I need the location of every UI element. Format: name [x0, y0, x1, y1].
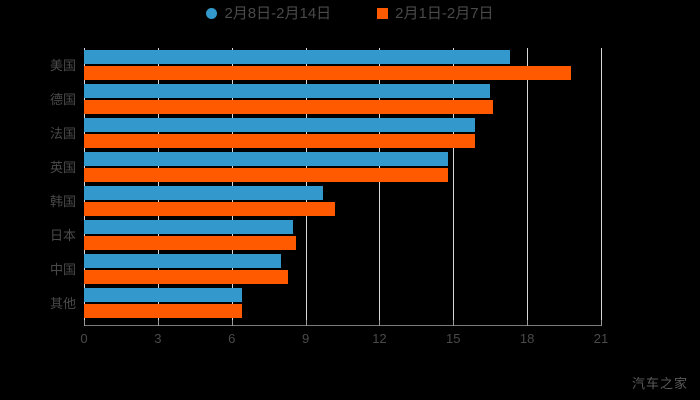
bar-series-2[interactable] [84, 100, 493, 114]
x-axis-tick [157, 320, 159, 326]
bar-group [84, 50, 601, 84]
x-axis-tick-label: 12 [372, 331, 387, 346]
x-axis-tick-label: 9 [301, 331, 310, 346]
category-label: 德国 [49, 92, 76, 107]
y-axis-line [84, 48, 85, 320]
bar-series-1[interactable] [84, 118, 476, 132]
gridline [231, 48, 233, 320]
bar-series-2[interactable] [84, 134, 476, 148]
gridline [527, 48, 529, 320]
x-axis-tick-label: 0 [80, 331, 88, 346]
legend-swatch-square-icon [377, 8, 389, 19]
bar-series-2[interactable] [84, 304, 242, 318]
x-axis-line [84, 325, 602, 326]
legend-label-series-1: 2月8日-2月14日 [224, 5, 332, 22]
bar-series-1[interactable] [84, 220, 294, 234]
watermark: 汽车之家 [631, 376, 688, 391]
category-label: 法国 [49, 126, 76, 141]
category-label: 美国 [49, 58, 76, 73]
x-axis-tick-label: 3 [154, 331, 162, 346]
x-axis-tick-label: 15 [446, 331, 461, 346]
bar-series-2[interactable] [84, 270, 289, 284]
category-label: 英国 [49, 160, 76, 175]
gridline [157, 48, 159, 320]
category-label: 韩国 [49, 194, 76, 209]
bar-series-1[interactable] [84, 50, 510, 64]
x-axis-tick-label: 6 [228, 331, 236, 346]
category-label: 中国 [49, 262, 76, 277]
bar-group [84, 288, 601, 322]
bar-group [84, 84, 601, 118]
bar-series-2[interactable] [84, 168, 449, 182]
x-axis-tick [231, 320, 233, 326]
legend-item-series-1[interactable]: 2月8日-2月14日 [206, 6, 331, 21]
y-axis-category-labels: 美国德国法国英国韩国日本中国其他 [0, 48, 76, 320]
x-axis-tick-label: 21 [593, 331, 609, 346]
x-axis-tick [84, 320, 85, 326]
gridline [379, 48, 381, 320]
category-label: 日本 [49, 228, 76, 243]
bar-series-2[interactable] [84, 236, 296, 250]
bar-group [84, 220, 601, 254]
x-axis-tick [601, 320, 602, 326]
bar-group [84, 118, 601, 152]
category-label: 其他 [49, 296, 76, 311]
legend-item-series-2[interactable]: 2月1日-2月7日 [377, 5, 494, 22]
bar-series-1[interactable] [84, 288, 242, 302]
chart-legend: 2月8日-2月14日 2月1日-2月7日 [0, 6, 700, 21]
bar-group [84, 152, 601, 186]
x-axis-tick [453, 320, 455, 326]
gridline [453, 48, 455, 320]
x-axis-tick-labels: 0 3 6 9 12 15 18 21 [0, 332, 700, 352]
gridline [305, 48, 307, 320]
bar-series-1[interactable] [84, 186, 323, 200]
bar-series-1[interactable] [84, 152, 449, 166]
x-axis-tick [379, 320, 381, 326]
bar-series-1[interactable] [84, 254, 281, 268]
legend-label-series-2: 2月1日-2月7日 [395, 5, 494, 22]
bar-series-2[interactable] [84, 66, 572, 80]
legend-swatch-circle-icon [206, 8, 218, 19]
bar-series-1[interactable] [84, 84, 491, 98]
x-axis-tick [305, 320, 307, 326]
x-axis-tick [527, 320, 529, 326]
gridline [601, 48, 602, 320]
bar-series-2[interactable] [84, 202, 336, 216]
x-axis-tick-label: 18 [519, 331, 535, 346]
bar-group [84, 186, 601, 220]
plot-area [84, 48, 602, 322]
bar-group [84, 254, 601, 288]
